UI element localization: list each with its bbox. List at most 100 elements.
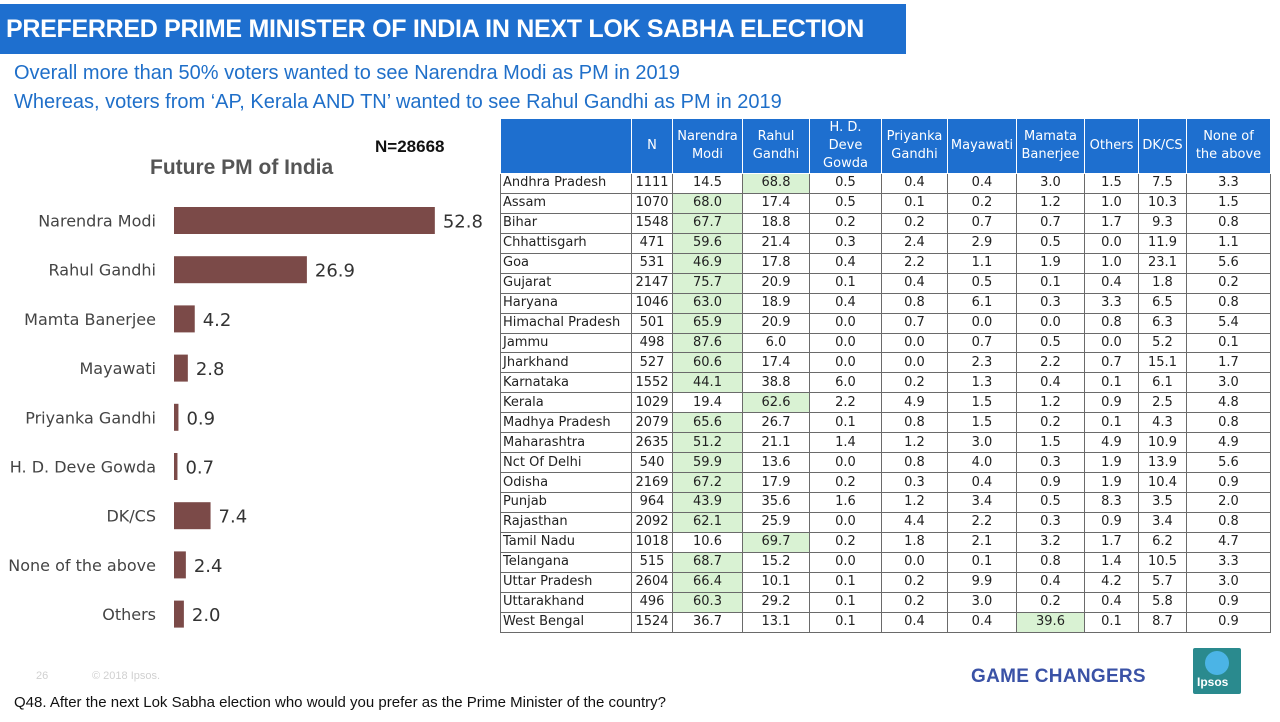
- value-cell: 0.1: [1016, 272, 1085, 294]
- value-cell: 0.7: [881, 312, 948, 334]
- value-cell: 3.3: [1186, 551, 1271, 573]
- sample-count-cell: 1029: [631, 392, 673, 414]
- value-cell: 1.5: [947, 412, 1017, 434]
- value-cell: 0.1: [809, 272, 882, 294]
- value-cell: 0.1: [809, 412, 882, 434]
- column-header: Others: [1084, 118, 1139, 174]
- value-label: 2.4: [194, 556, 223, 577]
- value-cell: 39.6: [1016, 611, 1085, 633]
- value-cell: 9.9: [947, 571, 1017, 593]
- value-cell: 13.1: [742, 611, 810, 633]
- value-cell: 2.2: [947, 511, 1017, 533]
- value-cell: 8.3: [1084, 492, 1139, 513]
- value-cell: 1.7: [1084, 531, 1139, 553]
- value-cell: 0.5: [1016, 492, 1085, 513]
- value-cell: 1.2: [1016, 392, 1085, 414]
- sample-count-cell: 1548: [631, 212, 673, 234]
- bar: [174, 256, 307, 284]
- value-cell: 1.4: [1084, 551, 1139, 573]
- value-cell: 0.5: [809, 192, 882, 214]
- state-name-cell: Odisha: [500, 472, 632, 493]
- value-cell: 18.9: [742, 292, 810, 314]
- state-name-cell: Punjab: [500, 492, 632, 513]
- value-cell: 3.0: [1186, 571, 1271, 593]
- value-cell: 10.6: [672, 531, 743, 553]
- sample-count-cell: 964: [631, 492, 673, 513]
- table-row: Telangana 515 68.7 15.2 0.0 0.0 0.1 0.8 1.4 10.5 3…: [500, 551, 1271, 573]
- value-cell: 87.6: [672, 332, 743, 354]
- value-cell: 26.7: [742, 412, 810, 434]
- value-cell: 63.0: [672, 292, 743, 314]
- column-header: H. D. Deve Gowda: [809, 118, 882, 174]
- value-cell: 0.0: [1016, 312, 1085, 334]
- table-row: Bihar 1548 67.7 18.8 0.2 0.2 0.7 0.7 1.7 9.3 0.8: [500, 212, 1271, 234]
- value-cell: 21.1: [742, 432, 810, 454]
- logo-text: Ipsos: [1197, 675, 1229, 689]
- state-wise-table: N Narendra Modi Rahul Gandhi H. D. Deve Gowda P…: [500, 118, 1271, 633]
- value-cell: 10.4: [1138, 472, 1187, 493]
- value-cell: 0.1: [881, 192, 948, 214]
- value-cell: 0.3: [881, 472, 948, 493]
- value-cell: 1.9: [1016, 252, 1085, 274]
- value-cell: 4.9: [1084, 432, 1139, 454]
- value-cell: 0.9: [1186, 591, 1271, 613]
- value-cell: 10.1: [742, 571, 810, 593]
- value-cell: 0.2: [1016, 591, 1085, 613]
- value-cell: 2.5: [1138, 392, 1187, 414]
- value-cell: 0.3: [1016, 292, 1085, 314]
- value-cell: 68.0: [672, 192, 743, 214]
- value-label: 2.8: [196, 359, 225, 380]
- value-cell: 59.9: [672, 452, 743, 474]
- value-cell: 1.2: [881, 432, 948, 454]
- value-cell: 0.9: [1084, 511, 1139, 533]
- value-cell: 8.7: [1138, 611, 1187, 633]
- value-cell: 60.6: [672, 352, 743, 374]
- value-cell: 0.4: [1084, 272, 1139, 294]
- value-cell: 0.4: [947, 472, 1017, 493]
- value-cell: 0.8: [881, 412, 948, 434]
- value-cell: 1.5: [1016, 432, 1085, 454]
- value-cell: 0.4: [1016, 571, 1085, 593]
- value-cell: 0.2: [881, 591, 948, 613]
- category-label: Others: [102, 605, 156, 624]
- value-cell: 20.9: [742, 312, 810, 334]
- value-cell: 69.7: [742, 531, 810, 553]
- table-row: Haryana 1046 63.0 18.9 0.4 0.8 6.1 0.3 3.3 6.5 0.8: [500, 292, 1271, 314]
- value-cell: 4.4: [881, 511, 948, 533]
- value-cell: 0.2: [1016, 412, 1085, 434]
- table-row: Punjab 964 43.9 35.6 1.6 1.2 3.4 0.5 8.3 3.5 2.0: [500, 492, 1271, 513]
- title-bar: PREFERRED PRIME MINISTER OF INDIA IN NEX…: [0, 4, 906, 54]
- state-name-cell: Andhra Pradesh: [500, 173, 632, 194]
- value-cell: 10.3: [1138, 192, 1187, 214]
- state-name-cell: Jharkhand: [500, 352, 632, 374]
- value-cell: 51.2: [672, 432, 743, 454]
- value-cell: 29.2: [742, 591, 810, 613]
- value-cell: 3.4: [947, 492, 1017, 513]
- copyright: © 2018 Ipsos.: [92, 670, 161, 682]
- sample-count-cell: 2635: [631, 432, 673, 454]
- tagline: GAME CHANGERS: [971, 666, 1146, 687]
- state-name-cell: Karnataka: [500, 372, 632, 394]
- value-cell: 6.0: [809, 372, 882, 394]
- value-cell: 1.6: [809, 492, 882, 513]
- value-cell: 1.7: [1186, 352, 1271, 374]
- bar-chart-svg: Narendra Modi 52.8 Rahul Gandhi 26.9 Mamta B…: [8, 207, 483, 628]
- table-row: Himachal Pradesh 501 65.9 20.9 0.0 0.7 0.0 0.0 0…: [500, 312, 1271, 334]
- state-name-cell: Bihar: [500, 212, 632, 234]
- state-name-cell: Madhya Pradesh: [500, 412, 632, 434]
- column-header: [500, 118, 632, 174]
- state-name-cell: Goa: [500, 252, 632, 274]
- value-cell: 1.2: [1016, 192, 1085, 214]
- table-row: Karnataka 1552 44.1 38.8 6.0 0.2 1.3 0.4 0.1 6.1 3…: [500, 372, 1271, 394]
- table-row: Madhya Pradesh 2079 65.6 26.7 0.1 0.8 1.5 0.2 0.…: [500, 412, 1271, 434]
- table-row: Jharkhand 527 60.6 17.4 0.0 0.0 2.3 2.2 0.7 15.1 1…: [500, 352, 1271, 374]
- value-cell: 21.4: [742, 232, 810, 254]
- value-cell: 0.9: [1186, 611, 1271, 633]
- value-cell: 0.4: [881, 272, 948, 294]
- bar-chart: Narendra Modi 52.8 Rahul Gandhi 26.9 Mamta B…: [0, 190, 490, 640]
- value-cell: 1.3: [947, 372, 1017, 394]
- value-cell: 0.0: [1084, 232, 1139, 254]
- value-cell: 0.2: [947, 192, 1017, 214]
- state-name-cell: Maharashtra: [500, 432, 632, 454]
- value-cell: 0.1: [809, 591, 882, 613]
